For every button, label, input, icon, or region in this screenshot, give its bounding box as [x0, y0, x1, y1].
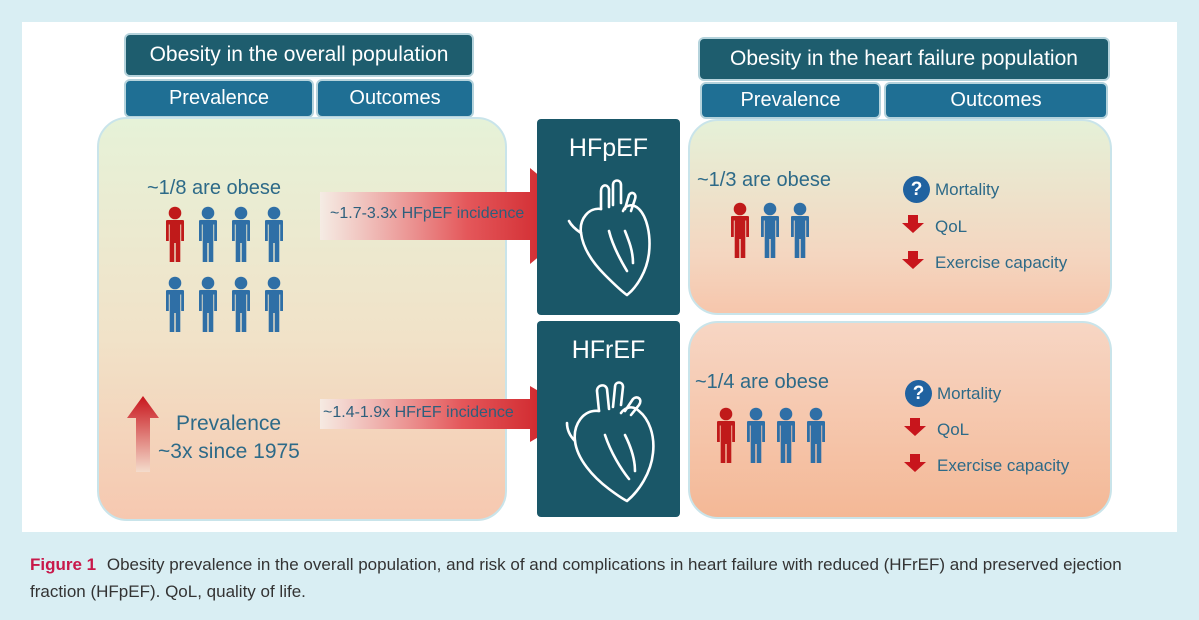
person-icon — [232, 276, 250, 332]
down-arrow-icon — [902, 215, 924, 233]
hfref-incidence-arrow — [320, 386, 578, 442]
person-icon — [747, 407, 765, 463]
person-icon — [166, 276, 184, 332]
person-icon — [199, 206, 217, 262]
overall-population-box — [97, 117, 507, 521]
hfpef-people-group — [731, 202, 809, 258]
hfpef-outcome-qol: QoL — [935, 217, 968, 236]
figure-caption: Figure 1 Obesity prevalence in the overa… — [30, 551, 1175, 605]
hfpef-incidence-label: ~1.7-3.3x HFpEF incidence — [330, 205, 525, 222]
down-arrow-icon — [904, 418, 926, 436]
hfpef-outcome-mortality: Mortality — [935, 180, 1000, 199]
hfref-tile: HFrEF — [537, 321, 680, 517]
obese-person-icon — [166, 206, 184, 262]
left-outcomes-tab: Outcomes — [316, 79, 474, 118]
hfpef-obese-text: ~1/3 are obese — [697, 169, 831, 191]
person-icon — [791, 202, 809, 258]
overall-obese-text: ~1/8 are obese — [147, 177, 281, 199]
person-icon — [199, 276, 217, 332]
caption-text: Obesity prevalence in the overall popula… — [30, 555, 1122, 601]
hfpef-incidence-arrow — [320, 168, 588, 264]
overall-population-header: Obesity in the overall population — [124, 33, 474, 77]
figure-label: Figure 1 — [30, 555, 97, 574]
left-prevalence-tab: Prevalence — [124, 79, 314, 118]
right-outcomes-tab: Outcomes — [884, 82, 1108, 119]
overall-people-grid — [166, 206, 283, 332]
hfref-obese-text: ~1/4 are obese — [695, 371, 829, 393]
trend-up-arrow-icon — [127, 396, 159, 472]
hfpef-tile: HFpEF — [537, 119, 680, 315]
hfpef-outcome-exercise: Exercise capacity — [935, 253, 1068, 272]
heart-icon — [567, 179, 651, 297]
person-icon — [232, 206, 250, 262]
heart-icon — [565, 381, 655, 503]
person-icon — [777, 407, 795, 463]
hfref-incidence-label: ~1.4-1.9x HFrEF incidence — [323, 404, 514, 421]
question-icon: ? — [905, 380, 932, 407]
right-prevalence-tab: Prevalence — [700, 82, 881, 119]
hfpef-label: HFpEF — [568, 134, 649, 162]
hfref-outcome-qol: QoL — [937, 420, 970, 439]
trend-line-1: Prevalence — [176, 412, 282, 435]
hfpef-population-box — [688, 119, 1112, 315]
obese-person-icon — [731, 202, 749, 258]
trend-line-2: ~3x since 1975 — [158, 440, 300, 463]
hfref-people-group — [717, 407, 825, 463]
hfref-label: HFrEF — [571, 336, 646, 364]
obese-person-icon — [717, 407, 735, 463]
person-icon — [265, 276, 283, 332]
person-icon — [265, 206, 283, 262]
question-icon: ? — [903, 176, 930, 203]
hfref-population-box — [688, 321, 1112, 519]
down-arrow-icon — [902, 251, 924, 269]
down-arrow-icon — [904, 454, 926, 472]
hfref-outcome-exercise: Exercise capacity — [937, 456, 1070, 475]
hfref-outcome-mortality: Mortality — [937, 384, 1002, 403]
person-icon — [807, 407, 825, 463]
person-icon — [761, 202, 779, 258]
heart-failure-population-header: Obesity in the heart failure population — [698, 37, 1110, 81]
